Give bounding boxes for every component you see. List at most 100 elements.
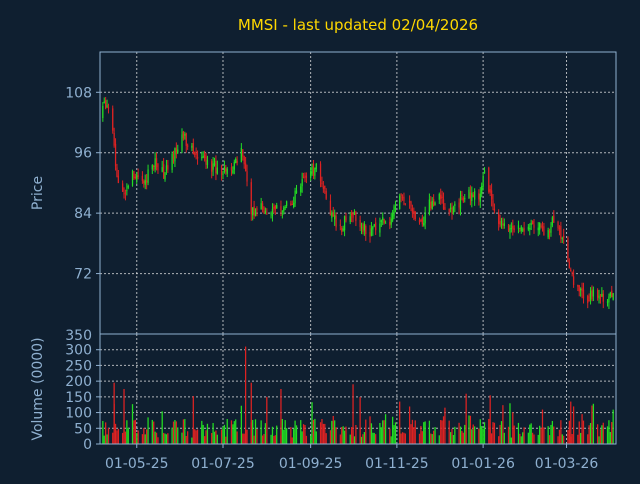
candle-body xyxy=(117,175,120,183)
candle-body xyxy=(428,199,431,215)
candle-body xyxy=(155,158,158,167)
candle-body xyxy=(550,226,552,233)
volume-bar xyxy=(513,425,515,444)
volume-bar xyxy=(581,414,583,444)
candle-body xyxy=(529,227,531,230)
volume-bar xyxy=(478,428,480,444)
x-tick-label: 01-05-25 xyxy=(105,456,169,472)
volume-bar xyxy=(114,423,117,444)
candle-body xyxy=(468,189,470,199)
candle-body xyxy=(587,296,589,304)
candle-body xyxy=(391,213,394,221)
candle-body xyxy=(547,230,549,238)
candle-body xyxy=(274,205,276,210)
candle-body xyxy=(531,220,534,225)
volume-bar xyxy=(223,424,226,444)
volume-bar xyxy=(461,430,463,444)
candle-body xyxy=(147,169,149,183)
candle-body xyxy=(335,216,337,228)
price-panel-frame xyxy=(99,51,617,335)
candle-body xyxy=(370,228,373,236)
volume-bar xyxy=(539,425,541,444)
candle-body xyxy=(592,289,595,297)
volume-bar xyxy=(459,426,462,444)
candle-body xyxy=(352,213,354,218)
candle-body xyxy=(458,202,460,208)
candle-body xyxy=(351,213,353,216)
volume-bar xyxy=(490,433,493,444)
volume-bar xyxy=(522,432,524,444)
volume-bar xyxy=(608,420,610,444)
volume-bar xyxy=(483,422,486,444)
price-axis-ticks: 72 84 96 108 350 xyxy=(65,85,100,344)
volume-bar xyxy=(205,430,207,444)
volume-bar xyxy=(389,428,391,444)
candle-body xyxy=(196,156,199,159)
candle-body xyxy=(285,201,288,206)
candle-body xyxy=(509,228,511,234)
candle-body xyxy=(471,192,473,201)
volume-bar xyxy=(551,420,554,444)
volume-bar xyxy=(488,418,490,444)
volume-bar xyxy=(362,434,364,444)
price-candles xyxy=(102,96,614,310)
volume-bar xyxy=(105,422,107,444)
volume-bar xyxy=(448,420,450,444)
candle-body xyxy=(410,201,412,207)
volume-spike-bar xyxy=(465,393,467,444)
volume-bar xyxy=(206,423,209,444)
volume-bar xyxy=(568,420,570,444)
volume-bar xyxy=(400,433,402,444)
volume-bar xyxy=(472,424,474,444)
volume-tick-label: 150 xyxy=(65,390,92,406)
candle-body xyxy=(469,192,472,199)
volume-bar xyxy=(578,421,580,444)
candle-body xyxy=(102,105,104,119)
candle-body xyxy=(240,147,243,163)
volume-bar xyxy=(560,420,562,444)
volume-bar xyxy=(360,436,363,444)
volume-bar xyxy=(285,428,288,444)
volume-bar xyxy=(203,436,206,444)
volume-bar xyxy=(106,434,108,444)
volume-bar xyxy=(222,426,224,444)
volume-bar xyxy=(351,427,353,444)
candle-body xyxy=(598,295,600,299)
candle-body xyxy=(252,207,254,216)
candle-body xyxy=(438,193,440,200)
candle-body xyxy=(201,157,203,159)
volume-bar xyxy=(220,429,223,444)
volume-axis-label: Volume (0000) xyxy=(30,337,46,440)
volume-bar xyxy=(196,429,199,444)
candle-body xyxy=(301,179,303,187)
candle-body xyxy=(329,200,332,216)
volume-bar xyxy=(133,420,135,444)
volume-bar xyxy=(126,420,128,444)
volume-bar xyxy=(329,430,332,444)
volume-bar xyxy=(252,419,254,444)
volume-bar xyxy=(370,423,373,444)
candle-body xyxy=(175,147,177,155)
candle-body xyxy=(212,163,214,170)
volume-bar xyxy=(520,436,522,444)
volume-bar xyxy=(373,432,375,444)
volume-bar xyxy=(341,427,343,444)
candle-body xyxy=(551,217,554,226)
candle-body xyxy=(343,216,346,231)
candle-body xyxy=(563,235,565,238)
candle-body xyxy=(161,167,163,172)
volume-spike-bar xyxy=(244,346,247,444)
candle-body xyxy=(601,293,603,297)
volume-bar xyxy=(529,424,531,444)
volume-bar xyxy=(609,431,611,444)
volume-bar xyxy=(260,420,262,444)
candle-body xyxy=(157,164,159,171)
candle-body xyxy=(273,206,275,209)
candle-body xyxy=(290,203,292,206)
volume-bar xyxy=(401,432,404,444)
candle-body xyxy=(162,164,165,179)
candle-body xyxy=(434,202,436,206)
candle-body xyxy=(394,207,397,209)
volume-panel-frame xyxy=(99,333,617,445)
candle-body xyxy=(146,180,148,183)
